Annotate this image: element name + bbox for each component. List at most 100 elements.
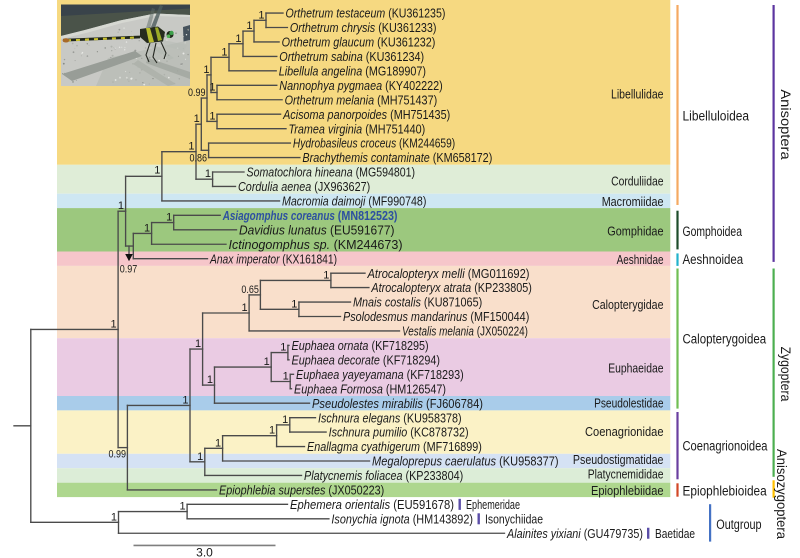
svg-text:Hydrobasileus croceus: Hydrobasileus croceus [293, 136, 397, 151]
svg-text:1: 1 [203, 64, 209, 76]
svg-text:(JX050224): (JX050224) [477, 324, 528, 339]
svg-text:1: 1 [205, 168, 211, 180]
svg-text:Ictinogomphus sp.: Ictinogomphus sp. [229, 237, 331, 252]
svg-text:Libellulidae: Libellulidae [611, 87, 664, 102]
svg-text:Anisozygoptera: Anisozygoptera [774, 449, 789, 539]
svg-text:Coenagrionidae: Coenagrionidae [585, 424, 664, 439]
svg-text:(KX161841): (KX161841) [282, 251, 337, 266]
svg-text:Baetidae: Baetidae [655, 526, 695, 541]
svg-text:(KP233805): (KP233805) [474, 280, 532, 295]
svg-text:Isonychiidae: Isonychiidae [485, 512, 543, 527]
svg-text:1: 1 [258, 9, 264, 21]
svg-text:1: 1 [197, 451, 203, 463]
svg-text:(MF150044): (MF150044) [470, 309, 529, 324]
svg-text:1: 1 [264, 356, 270, 368]
svg-text:Pseudolestidae: Pseudolestidae [594, 396, 663, 411]
svg-text:Macromiidae: Macromiidae [602, 194, 664, 209]
svg-text:Asiagomphus coreanus: Asiagomphus coreanus [222, 208, 335, 223]
svg-text:1: 1 [166, 212, 172, 224]
svg-text:Aeshnidae: Aeshnidae [617, 252, 664, 267]
svg-text:Alainites yixiani: Alainites yixiani [506, 526, 581, 541]
svg-text:(KP233804): (KP233804) [406, 468, 464, 483]
svg-text:0.99: 0.99 [188, 87, 206, 99]
svg-text:(HM126547): (HM126547) [386, 381, 446, 396]
svg-text:(KY402222): (KY402222) [385, 78, 443, 93]
svg-text:Pseudolestes mirabilis: Pseudolestes mirabilis [312, 396, 423, 411]
svg-text:Euphaea decorate: Euphaea decorate [292, 352, 380, 367]
svg-text:(KF718293): (KF718293) [407, 367, 464, 382]
svg-text:1: 1 [269, 425, 275, 437]
svg-text:(KU361234): (KU361234) [366, 49, 424, 64]
svg-text:Acisoma panorpoides: Acisoma panorpoides [282, 107, 387, 122]
svg-text:1: 1 [207, 374, 213, 386]
svg-text:1: 1 [209, 110, 215, 122]
svg-text:Anisoptera: Anisoptera [778, 89, 793, 160]
svg-text:(MF990748): (MF990748) [368, 194, 426, 209]
svg-text:0.65: 0.65 [241, 284, 259, 296]
svg-text:(MN812523): (MN812523) [338, 208, 398, 223]
svg-text:(MG189907): (MG189907) [365, 63, 426, 78]
svg-text:0.99: 0.99 [109, 449, 127, 461]
svg-text:0.86: 0.86 [190, 153, 208, 165]
svg-text:Atrocalopteryx melli: Atrocalopteryx melli [367, 266, 466, 281]
svg-text:Orthetrum glaucum: Orthetrum glaucum [282, 35, 375, 50]
svg-text:0.97: 0.97 [120, 264, 138, 276]
svg-text:Epiophlebioidea: Epiophlebioidea [683, 484, 768, 499]
svg-text:Epiophlebia superstes: Epiophlebia superstes [219, 483, 326, 498]
svg-text:Somatochlora hineana: Somatochlora hineana [247, 165, 353, 180]
svg-text:(KU361235): (KU361235) [388, 6, 445, 21]
svg-text:1: 1 [221, 46, 227, 58]
svg-text:1: 1 [182, 394, 188, 406]
svg-text:1: 1 [188, 141, 194, 153]
svg-text:Enallagma cyathigerum: Enallagma cyathigerum [307, 439, 420, 454]
svg-text:Cordulia aenea: Cordulia aenea [238, 179, 311, 194]
svg-text:Psolodesmus mandarinus: Psolodesmus mandarinus [343, 309, 468, 324]
svg-text:(KF718295): (KF718295) [372, 338, 429, 353]
svg-text:Orthetrum sabina: Orthetrum sabina [279, 49, 363, 64]
svg-text:(KM658172): (KM658172) [433, 150, 493, 165]
svg-text:(GU479735): (GU479735) [584, 526, 643, 541]
svg-text:Davidius lunatus: Davidius lunatus [239, 222, 327, 237]
svg-text:Orthetrum melania: Orthetrum melania [285, 92, 375, 107]
svg-text:1: 1 [179, 501, 185, 513]
svg-text:(MH751440): (MH751440) [365, 121, 425, 136]
svg-text:1: 1 [144, 222, 150, 234]
svg-text:Anax imperator: Anax imperator [209, 251, 280, 266]
svg-text:Calopterygidae: Calopterygidae [592, 297, 663, 312]
svg-text:Euphaea ornata: Euphaea ornata [292, 338, 369, 353]
svg-text:Aeshnoidea: Aeshnoidea [683, 252, 744, 267]
svg-text:(EU591677): (EU591677) [330, 222, 395, 237]
svg-text:Euphaea yayeyamana: Euphaea yayeyamana [296, 367, 404, 382]
svg-text:(EU591678): (EU591678) [393, 497, 454, 512]
svg-text:1: 1 [154, 165, 160, 177]
svg-text:Vestalis melania: Vestalis melania [402, 324, 474, 339]
svg-text:Epiophlebiidae: Epiophlebiidae [591, 483, 664, 498]
svg-text:3.0: 3.0 [196, 546, 213, 558]
svg-text:(KM244659): (KM244659) [399, 136, 455, 151]
svg-text:1: 1 [291, 298, 297, 310]
svg-text:Libellula angelina: Libellula angelina [279, 63, 363, 78]
svg-text:Euphaea Formosa: Euphaea Formosa [294, 381, 383, 396]
svg-text:(KF718294): (KF718294) [383, 352, 440, 367]
svg-text:1: 1 [215, 437, 221, 449]
svg-text:Orthetrum testaceum: Orthetrum testaceum [286, 6, 386, 21]
svg-text:Megaloprepus caerulatus: Megaloprepus caerulatus [372, 454, 496, 469]
svg-text:1: 1 [209, 82, 215, 94]
svg-text:(KU871065): (KU871065) [424, 295, 482, 310]
svg-text:Pseudostigmatidae: Pseudostigmatidae [573, 452, 664, 467]
svg-text:(KC878732): (KC878732) [410, 425, 468, 440]
svg-text:(MH751435): (MH751435) [390, 107, 450, 122]
svg-text:Tramea virginia: Tramea virginia [289, 121, 363, 136]
svg-text:1: 1 [110, 318, 116, 330]
svg-text:(KU958378): (KU958378) [403, 410, 461, 425]
svg-text:(MF716899): (MF716899) [423, 439, 482, 454]
svg-text:Ephemeridae: Ephemeridae [466, 497, 520, 512]
svg-text:1: 1 [241, 302, 247, 314]
svg-text:Ischnura elegans: Ischnura elegans [318, 410, 401, 425]
svg-text:(KU361233): (KU361233) [378, 20, 436, 35]
svg-text:(MH751437): (MH751437) [377, 92, 437, 107]
svg-text:1: 1 [118, 200, 124, 212]
svg-text:Gomphoidea: Gomphoidea [683, 224, 743, 239]
svg-text:Euphaeidae: Euphaeidae [608, 361, 663, 376]
svg-text:1: 1 [283, 371, 289, 383]
